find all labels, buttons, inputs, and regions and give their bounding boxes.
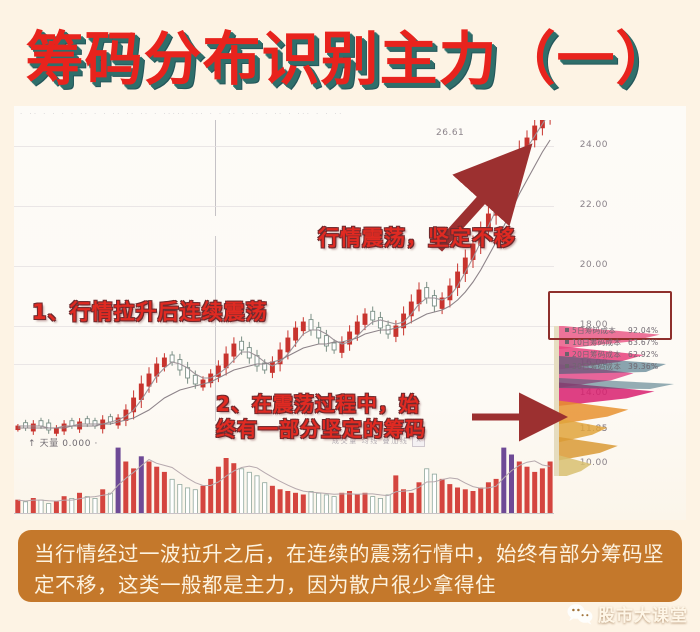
annotation-1: 1、行情拉升后连续震荡 (32, 300, 268, 324)
current-price-tag: 26.61 (436, 128, 465, 138)
chip-axis-bar (554, 326, 559, 476)
legend-label: 5日筹码成本 (572, 325, 617, 335)
legend-value: 63.67% (628, 337, 659, 347)
gridline (14, 206, 554, 207)
chip-highlight-box (548, 291, 672, 340)
annotation-3-line1: 2、在震荡过程中，始 (216, 392, 420, 416)
chip-bands (559, 326, 674, 476)
close-icon[interactable]: × (412, 435, 425, 447)
legend-marker-icon (565, 328, 569, 332)
legend-marker-icon (565, 352, 569, 356)
price-axis-label: 18.00 (579, 320, 608, 330)
legend-item: 20日筹码成本 62.92% (565, 348, 685, 360)
ma-short-line (17, 120, 546, 429)
legend-item: 5日筹码成本 92.04% (565, 324, 685, 336)
watermark: 股市大课堂 (567, 601, 688, 626)
watermark-text: 股市大课堂 (598, 606, 688, 626)
crosshair-vertical-bottom (215, 236, 216, 421)
legend-label: 20日筹码成本 (572, 349, 622, 359)
volume-footer: 成交量 均线 叠加线 (332, 437, 409, 445)
legend-value: 92.04% (628, 325, 659, 335)
legend-marker-icon (565, 364, 569, 368)
chart-toolbar-text: · ·· · · · · ·· · · ·· ·· ·· · ····· ···… (20, 110, 344, 118)
gridline (14, 364, 554, 365)
caption-box: 当行情经过一波拉升之后，在连续的震荡行情中，始终有部分筹码坚定不移，这类一般都是… (18, 530, 682, 602)
candle-series (15, 120, 551, 437)
volume-bars (14, 447, 554, 514)
volume-chart[interactable] (14, 442, 554, 514)
legend-item: 10日筹码成本 63.67% (565, 336, 685, 348)
price-axis-label: 24.00 (579, 140, 608, 150)
volume-label: ↑ 天量 0.000 · (28, 439, 98, 449)
chip-legend: 5日筹码成本 92.04% 10日筹码成本 63.67% 20日筹码成本 62.… (565, 324, 685, 372)
ma-long-line (17, 139, 551, 429)
annotation-3-line2: 终有一部分坚定的筹码 (216, 417, 426, 441)
legend-value: 39.36% (628, 361, 659, 371)
legend-label: 30日筹码成本 (572, 361, 622, 371)
annotation-2: 行情震荡，坚定不移 (318, 226, 516, 250)
title-banner: 筹码分布识别主力（一） (0, 14, 700, 94)
legend-item: 30日筹码成本 39.36% (565, 360, 685, 372)
crosshair-vertical-top (215, 120, 216, 216)
wechat-icon (567, 603, 593, 625)
gridline (14, 326, 554, 327)
volume-ma-line (17, 458, 551, 502)
gridline (14, 266, 554, 267)
price-axis-label: 22.00 (579, 200, 608, 210)
legend-label: 10日筹码成本 (572, 337, 622, 347)
page-title: 筹码分布识别主力（一） (25, 25, 675, 93)
gridline (14, 146, 554, 147)
price-axis-label: 20.00 (579, 260, 608, 270)
chip-distribution-chart[interactable] (554, 326, 686, 476)
legend-value: 62.92% (628, 349, 659, 359)
price-axis-label: 10.00 (579, 458, 608, 468)
annotation-3: 2、在震荡过程中，始 终有一部分坚定的筹码 (216, 392, 426, 442)
legend-marker-icon (565, 340, 569, 344)
